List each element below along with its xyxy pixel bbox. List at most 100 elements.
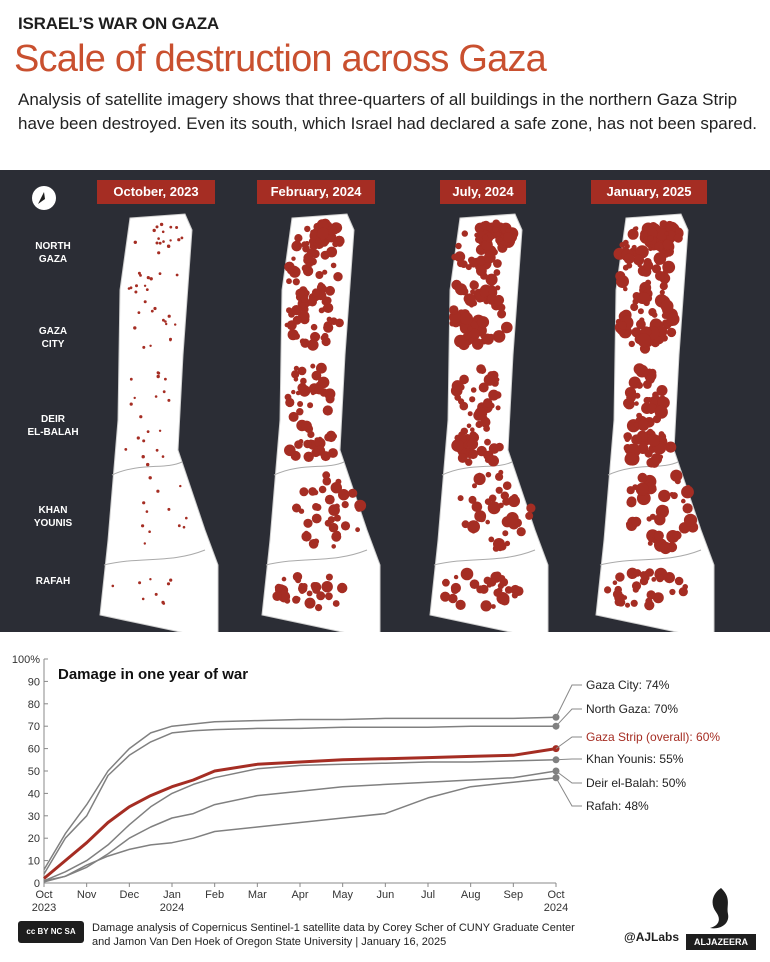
damage-spot: [177, 238, 181, 242]
strip-outline: [99, 213, 219, 632]
damage-spot: [476, 255, 487, 266]
damage-spot: [639, 577, 649, 586]
damage-spot: [631, 581, 642, 591]
kicker: ISRAEL’S WAR ON GAZA: [18, 14, 219, 33]
damage-spot: [508, 495, 520, 508]
damage-spot: [627, 228, 639, 240]
x-tick-label: Feb: [205, 889, 224, 901]
damage-spot: [304, 225, 311, 233]
damage-spot: [460, 312, 473, 325]
region-label-rafah: RAFAH: [35, 576, 71, 587]
damage-spot: [469, 258, 478, 268]
damage-spot: [278, 590, 291, 603]
damage-spot: [478, 382, 489, 393]
damage-spot: [666, 327, 677, 338]
y-tick-label: 40: [28, 788, 40, 800]
damage-spot: [630, 303, 639, 312]
damage-spot: [167, 314, 171, 318]
damage-spot: [174, 323, 177, 326]
damage-spot: [526, 503, 536, 513]
damage-spot: [487, 333, 495, 341]
damage-spot: [284, 393, 292, 401]
damage-spot: [154, 395, 158, 398]
damage-spot: [139, 274, 142, 277]
series-label: North Gaza: 70%: [586, 702, 678, 716]
damage-spot: [162, 390, 166, 394]
damage-spot: [316, 362, 327, 374]
damage-spot: [497, 309, 507, 319]
x-tick-label: 2023: [32, 902, 56, 914]
damage-spot: [164, 377, 167, 381]
damage-spot: [623, 286, 628, 292]
damage-spot: [493, 259, 502, 268]
map-date-feb-2024: February, 2024: [257, 180, 375, 204]
damage-spot: [161, 455, 165, 458]
damage-spot: [292, 595, 301, 604]
damage-spot: [149, 578, 152, 581]
damage-spot: [281, 576, 287, 582]
damage-spot: [672, 530, 682, 540]
damage-spot: [662, 238, 674, 250]
damage-spot: [625, 602, 630, 608]
damage-spot: [167, 245, 171, 248]
series-leader-line: [555, 770, 582, 784]
x-tick-label: Apr: [291, 889, 308, 901]
region-label-deir-el-balah: DEIR EL-BALAH: [27, 414, 79, 438]
damage-spot: [637, 308, 644, 315]
damage-spot: [143, 542, 146, 545]
series-line: [43, 770, 557, 882]
damage-spot: [299, 588, 305, 594]
damage-spot: [330, 482, 342, 494]
damage-spot: [311, 513, 322, 524]
damage-spot: [647, 397, 652, 402]
damage-spot: [454, 434, 461, 442]
damage-spot: [498, 237, 503, 242]
damage-spot: [341, 501, 349, 509]
damage-spot: [323, 322, 334, 333]
damage-spot: [314, 385, 324, 395]
damage-spot: [516, 527, 526, 537]
damage-spot: [149, 344, 152, 347]
damage-spot: [683, 513, 698, 527]
damage-spot: [637, 333, 651, 348]
damage-spot: [461, 520, 470, 529]
damage-spot: [143, 300, 147, 304]
damage-spot: [333, 514, 341, 522]
damage-spot: [156, 374, 160, 379]
damage-spot: [622, 595, 628, 600]
damage-spot: [480, 272, 488, 280]
damage-spot: [440, 591, 451, 602]
damage-spot: [133, 396, 136, 400]
gaza-map-2: [429, 213, 549, 632]
x-tick-label: Oct: [547, 889, 564, 901]
damage-spot: [511, 592, 518, 599]
damage-spot: [618, 321, 627, 330]
x-tick-label: Aug: [461, 889, 481, 901]
damage-spot: [645, 374, 655, 384]
damage-spot: [316, 591, 326, 601]
damage-spot: [482, 234, 489, 241]
damage-spot: [175, 273, 179, 277]
damage-spot: [463, 378, 469, 383]
damage-spot: [471, 528, 476, 534]
damage-spot: [321, 581, 333, 593]
damage-spot: [525, 511, 534, 520]
damage-spot: [644, 449, 653, 458]
y-tick-label: 0: [34, 878, 40, 890]
series-leader-line: [555, 736, 582, 750]
damage-spot: [673, 233, 683, 243]
damage-spot: [678, 587, 688, 597]
damage-spot: [315, 604, 323, 612]
damage-spot: [141, 455, 145, 459]
x-tick-label: 2024: [160, 902, 184, 914]
creative-commons-badge: cc BY NC SA: [18, 921, 84, 943]
damage-spot: [325, 592, 333, 601]
damage-spot: [497, 303, 506, 312]
subtitle: Analysis of satellite imagery shows that…: [18, 90, 758, 133]
damage-spot: [169, 578, 173, 582]
y-tick-label: 60: [28, 744, 40, 756]
damage-spot: [487, 501, 501, 515]
damage-spot: [493, 538, 505, 550]
damage-spot: [330, 262, 337, 269]
